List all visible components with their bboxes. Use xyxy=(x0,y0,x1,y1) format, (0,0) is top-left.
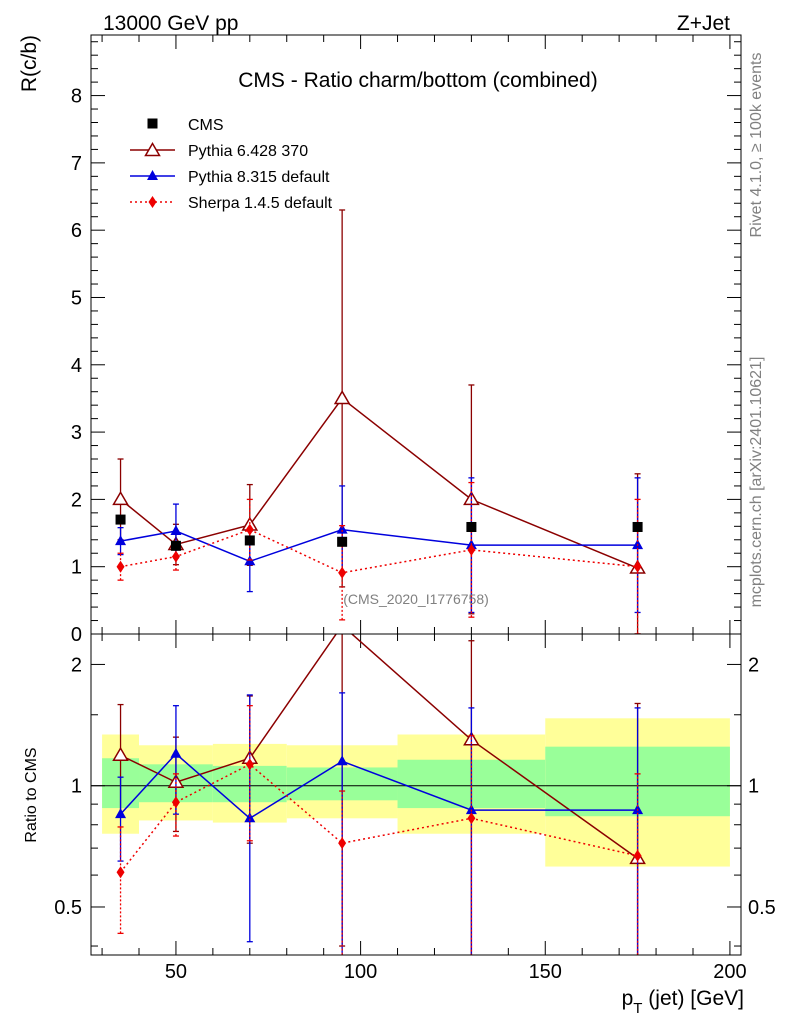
legend-item-pythia6: Pythia 6.428 370 xyxy=(130,142,308,160)
y-tick-label: 6 xyxy=(71,220,82,242)
y-tick-label: 3 xyxy=(71,422,82,444)
mcplots-label: mcplots.cern.ch [arXiv:2401.10621] xyxy=(748,357,765,608)
legend-item-sherpa: Sherpa 1.4.5 default xyxy=(130,195,333,212)
y-tick-label: 5 xyxy=(71,287,82,309)
ratio-pythia-8-315-default-point xyxy=(465,804,477,815)
main-cms-point xyxy=(170,540,181,551)
y-tick-label: 7 xyxy=(71,153,82,175)
main-sherpa-1-4-5-default-line xyxy=(120,528,638,574)
main-cms-point xyxy=(115,514,126,525)
y-tick-label: 4 xyxy=(71,355,82,377)
ratio-panel: 0.5 0.5 1 1 2 2 50 100 150 200 Ratio to CMS pT (j… xyxy=(23,633,776,1017)
main-y-axis-label: R(c/b) xyxy=(18,35,41,92)
ratio-pythia-8-315-default-point xyxy=(115,808,127,819)
ratio-pythia-8-315-default-point xyxy=(336,755,348,766)
process-label: Z+Jet xyxy=(677,12,730,35)
main-sherpa-1-4-5-default-point xyxy=(338,566,347,579)
ratio-pythia-8-315-default-point xyxy=(244,812,256,823)
main-sherpa-1-4-5-default-point xyxy=(245,523,254,536)
chart-title: CMS - Ratio charm/bottom (combined) xyxy=(238,69,597,92)
main-pythia-8-315-default-point xyxy=(115,535,127,546)
analysis-watermark: (CMS_2020_I1776758) xyxy=(343,591,489,607)
main-panel-ticks: 0 1 2 3 4 5 6 7 8 xyxy=(71,35,741,646)
ratio-sherpa-1-4-5-default-point xyxy=(245,758,254,771)
ratio-y-tick-label: 0.5 xyxy=(54,897,82,919)
x-tick-label: 50 xyxy=(165,961,187,983)
ratio-sherpa-1-4-5-default-point xyxy=(633,849,642,862)
main-pythia-8-315-default-line xyxy=(120,528,638,563)
legend-marker-pythia8 xyxy=(147,170,158,180)
ratio-y-axis-label: Ratio to CMS xyxy=(23,747,40,842)
ratio-sherpa-1-4-5-default-point xyxy=(338,837,347,850)
ratio-y-tick-label: 2 xyxy=(71,654,82,676)
legend-item-pythia8: Pythia 8.315 default xyxy=(130,169,330,186)
legend-item-cms: CMS xyxy=(147,117,224,134)
main-pythia-8-315-default-point xyxy=(170,525,182,536)
main-pythia-6-428-370-point xyxy=(333,389,351,405)
main-pythia-6-428-370-point xyxy=(112,490,129,506)
legend: CMS Pythia 6.428 370 Pythia 8.315 defaul… xyxy=(130,117,333,212)
main-sherpa-1-4-5-default-point xyxy=(171,550,180,563)
legend-marker-sherpa xyxy=(148,196,157,208)
legend-label-pythia6: Pythia 6.428 370 xyxy=(188,143,308,160)
main-cms-point xyxy=(632,521,643,532)
ratio-y-tick-label-right: 0.5 xyxy=(748,897,776,919)
ratio-pythia-6-428-370-point xyxy=(112,746,129,762)
ratio-sherpa-1-4-5-default-point xyxy=(171,796,180,809)
main-sherpa-1-4-5-default-point xyxy=(633,560,642,573)
x-axis-label: pT (jet) [GeV] xyxy=(622,987,744,1017)
rivet-version-label: Rivet 4.1.0, ≥ 100k events xyxy=(748,53,765,238)
ratio-y-tick-label-right: 1 xyxy=(748,776,759,798)
main-pythia-8-315-default-point xyxy=(336,523,348,534)
ratio-pythia-8-315-default-line xyxy=(119,752,638,820)
energy-label: 13000 GeV pp xyxy=(103,12,238,35)
ratio-y-tick-label: 1 xyxy=(71,776,82,798)
main-panel: 0 1 2 3 4 5 6 7 8 CMS - Ratio charm/bottom (comb… xyxy=(18,34,742,646)
ratio-pythia-8-315-default-point xyxy=(170,747,182,758)
y-tick-label: 8 xyxy=(71,86,82,108)
y-tick-label: 2 xyxy=(71,489,82,511)
main-sherpa-1-4-5-default-point xyxy=(467,543,476,556)
ratio-pythia-6-428-370-line xyxy=(120,634,639,860)
main-sherpa-1-4-5-default-point xyxy=(116,560,125,573)
ratio-sherpa-1-4-5-default-point xyxy=(467,812,476,825)
y-tick-label: 0 xyxy=(71,624,82,646)
main-panel-series xyxy=(112,209,646,634)
ratio-panel-series xyxy=(112,634,646,955)
main-cms-point xyxy=(466,521,477,532)
main-cms-point xyxy=(337,536,348,547)
x-tick-label: 150 xyxy=(529,961,562,983)
legend-label-cms: CMS xyxy=(188,117,224,134)
ratio-panel-ticks: 0.5 0.5 1 1 2 2 50 100 150 200 xyxy=(54,634,776,983)
x-tick-label: 100 xyxy=(344,961,377,983)
ratio-y-tick-label-right: 2 xyxy=(748,654,759,676)
x-tick-label: 200 xyxy=(713,961,746,983)
main-pythia-6-428-370-line xyxy=(120,397,638,569)
legend-marker-pythia6 xyxy=(144,142,161,157)
ratio-sherpa-1-4-5-default-point xyxy=(116,866,125,879)
main-cms-point xyxy=(244,535,255,546)
ratio-uncertainty-bands xyxy=(91,718,741,867)
y-tick-label: 1 xyxy=(71,557,82,579)
legend-label-pythia8: Pythia 8.315 default xyxy=(188,169,330,186)
legend-marker-cms xyxy=(147,118,158,129)
ratio-panel-frame xyxy=(90,633,742,956)
legend-label-sherpa: Sherpa 1.4.5 default xyxy=(188,195,333,212)
